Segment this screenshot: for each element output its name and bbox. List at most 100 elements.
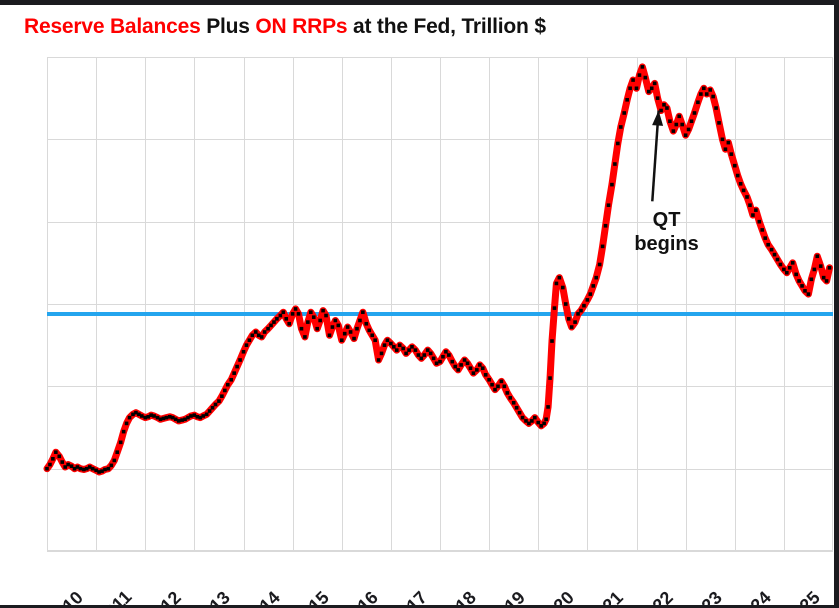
x-axis-tick-label: 2014 bbox=[241, 587, 284, 605]
series-marker bbox=[815, 254, 820, 259]
series-marker bbox=[720, 137, 725, 142]
series-marker bbox=[646, 89, 651, 94]
series-marker bbox=[769, 247, 774, 252]
series-marker bbox=[714, 106, 718, 110]
series-marker bbox=[441, 354, 445, 359]
series-marker bbox=[327, 333, 332, 338]
series-marker bbox=[256, 333, 261, 338]
x-axis-tick-label: 2025 bbox=[781, 587, 824, 605]
series-marker bbox=[416, 353, 421, 357]
series-marker bbox=[373, 338, 377, 343]
series-marker bbox=[557, 275, 562, 280]
series-marker bbox=[207, 409, 212, 413]
series-marker bbox=[303, 335, 307, 339]
series-marker bbox=[613, 162, 617, 166]
series-marker bbox=[552, 306, 557, 310]
series-marker bbox=[60, 460, 65, 464]
series-marker bbox=[438, 359, 442, 364]
series-marker bbox=[275, 317, 279, 321]
series-marker bbox=[649, 86, 654, 91]
series-marker bbox=[168, 415, 172, 419]
series-marker bbox=[161, 416, 166, 421]
x-axis-tick-label: 2023 bbox=[683, 587, 726, 605]
gridline-vertical bbox=[145, 57, 147, 551]
series-marker bbox=[253, 330, 258, 334]
series-marker bbox=[757, 219, 762, 224]
series-marker bbox=[704, 92, 709, 96]
series-marker bbox=[131, 412, 135, 417]
series-marker bbox=[447, 353, 451, 357]
series-marker bbox=[137, 412, 141, 417]
series-marker bbox=[524, 419, 528, 423]
series-marker bbox=[422, 353, 427, 357]
series-marker bbox=[499, 379, 504, 384]
series-marker bbox=[453, 364, 458, 369]
series-marker bbox=[741, 188, 746, 193]
series-marker bbox=[143, 415, 148, 420]
series-marker bbox=[530, 419, 534, 423]
series-marker bbox=[582, 303, 586, 308]
series-marker bbox=[689, 119, 694, 124]
series-marker bbox=[591, 284, 596, 288]
series-marker bbox=[241, 349, 246, 354]
series-marker bbox=[677, 114, 682, 119]
series-marker bbox=[699, 92, 703, 96]
series-marker bbox=[640, 65, 645, 69]
series-marker bbox=[333, 318, 338, 323]
series-marker bbox=[112, 458, 117, 463]
series-marker bbox=[569, 325, 574, 329]
series-marker bbox=[192, 413, 197, 417]
series-marker bbox=[376, 358, 381, 362]
series-marker bbox=[127, 415, 132, 420]
series-marker bbox=[410, 345, 414, 349]
series-marker bbox=[668, 119, 672, 124]
series-marker bbox=[367, 328, 372, 333]
series-marker bbox=[204, 412, 209, 417]
series-marker bbox=[146, 415, 150, 419]
series-marker bbox=[785, 270, 789, 275]
series-marker bbox=[309, 310, 313, 315]
series-marker bbox=[520, 415, 525, 420]
series-marker bbox=[585, 298, 590, 302]
series-marker bbox=[561, 285, 565, 290]
series-marker bbox=[803, 289, 807, 293]
series-marker bbox=[164, 415, 169, 420]
series-marker bbox=[293, 307, 298, 311]
series-marker bbox=[195, 415, 200, 419]
series-marker bbox=[655, 96, 660, 100]
gridline-vertical bbox=[489, 57, 491, 551]
series-marker bbox=[225, 382, 230, 387]
series-marker bbox=[115, 450, 120, 454]
series-marker bbox=[456, 368, 460, 372]
series-marker bbox=[606, 203, 611, 207]
series-marker bbox=[78, 466, 83, 471]
series-marker bbox=[348, 330, 353, 334]
series-marker bbox=[87, 465, 92, 469]
series-marker bbox=[259, 335, 264, 339]
series-marker bbox=[324, 313, 328, 318]
series-marker bbox=[355, 326, 359, 331]
series-marker bbox=[790, 261, 795, 265]
series-marker bbox=[140, 414, 144, 418]
series-marker bbox=[444, 349, 448, 354]
series-marker bbox=[754, 208, 758, 212]
x-axis-tick-label: 2011 bbox=[93, 586, 136, 608]
series-marker bbox=[729, 152, 734, 156]
series-marker bbox=[269, 323, 273, 328]
series-marker bbox=[594, 275, 599, 280]
series-marker bbox=[434, 361, 439, 366]
gridline-vertical bbox=[194, 57, 196, 551]
series-marker bbox=[315, 326, 319, 331]
series-markers bbox=[45, 65, 832, 474]
series-marker bbox=[232, 371, 236, 375]
series-marker bbox=[465, 361, 470, 366]
series-marker bbox=[610, 182, 614, 187]
series-marker bbox=[358, 318, 362, 323]
series-marker bbox=[490, 382, 494, 387]
series-marker bbox=[176, 419, 181, 423]
series-marker bbox=[296, 312, 301, 316]
series-marker bbox=[493, 387, 497, 392]
series-marker bbox=[732, 163, 737, 168]
series-marker bbox=[250, 333, 255, 338]
